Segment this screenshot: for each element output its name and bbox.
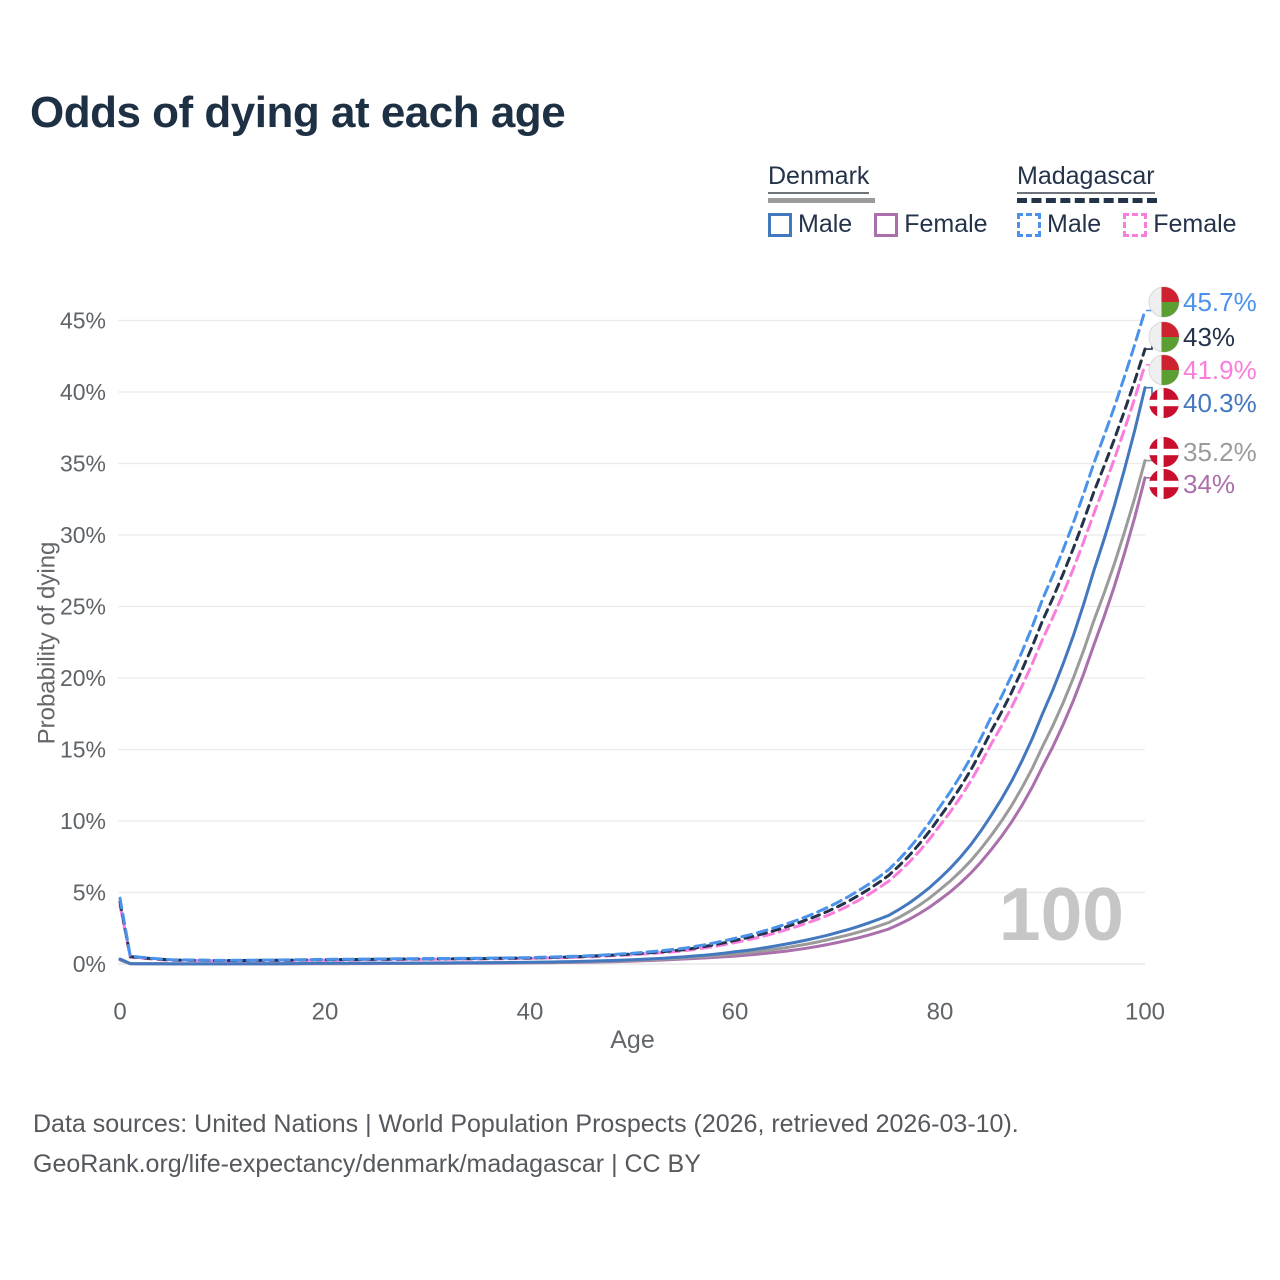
legend-item-denmark-male[interactable]: Male: [768, 210, 852, 239]
denmark-male-swatch-icon: [768, 212, 792, 237]
x-tick-100: 100: [1125, 999, 1165, 1026]
denmark-male-line[interactable]: [118, 386, 1147, 966]
y-tick-0: 0%: [73, 951, 106, 977]
denmark-female-end-label: 34%Denmark Female: [1146, 469, 1235, 499]
x-tick-20: 20: [312, 999, 339, 1026]
denmark-female-value-label: 34%: [1183, 469, 1235, 499]
madagascar-male-end-label: 45.7%Madagascar Male: [1146, 286, 1257, 318]
x-tick-60: 60: [722, 999, 749, 1026]
madagascar-both-line[interactable]: [118, 347, 1147, 963]
x-tick-80: 80: [927, 999, 954, 1026]
denmark-both-value-label: 35.2%: [1183, 437, 1257, 467]
madagascar-male-line[interactable]: [118, 309, 1147, 962]
madagascar-male-value-label: 45.7%: [1183, 287, 1257, 317]
x-tick-0: 0: [113, 999, 126, 1026]
denmark-both-line[interactable]: [118, 459, 1147, 966]
denmark-both-end-label: 35.2%Denmark Both: [1146, 437, 1257, 467]
y-tick-15: 15%: [60, 737, 106, 763]
y-axis-label: Probability of dying: [34, 542, 61, 745]
data-source-line: Data sources: United Nations | World Pop…: [33, 1110, 1019, 1138]
legend-label-madagascar-female: Female: [1153, 210, 1237, 238]
x-axis-label: Age: [610, 1026, 654, 1054]
y-tick-30: 30%: [60, 522, 106, 548]
madagascar-both-end-label: 43%Madagascar Both: [1146, 321, 1235, 353]
y-tick-40: 40%: [60, 379, 106, 405]
y-tick-35: 35%: [60, 451, 106, 477]
page-title: Odds of dying at each age: [30, 88, 566, 137]
denmark-both-line-swatch[interactable]: [768, 198, 875, 203]
age-annotation: 100: [999, 872, 1124, 956]
legend-group-denmark: Denmark Male Female: [768, 162, 988, 239]
madagascar-female-end-label: 41.9%Madagascar Female: [1146, 354, 1257, 386]
attribution-line: GeoRank.org/life-expectancy/denmark/mada…: [33, 1150, 701, 1178]
legend-item-madagascar-male[interactable]: Male: [1017, 210, 1101, 239]
legend-group-madagascar: Madagascar Male Female: [1017, 162, 1237, 239]
denmark-male-end-label: 40.3%Denmark Male: [1146, 386, 1257, 418]
legend-label-denmark-male: Male: [798, 210, 853, 238]
legend-item-madagascar-female[interactable]: Female: [1123, 210, 1237, 239]
madagascar-female-value-label: 41.9%: [1183, 355, 1257, 385]
y-tick-10: 10%: [60, 808, 106, 834]
legend-title-madagascar[interactable]: Madagascar: [1017, 162, 1155, 194]
legend-item-denmark-female[interactable]: Female: [874, 210, 988, 239]
y-tick-5: 5%: [73, 880, 106, 906]
madagascar-both-value-label: 43%: [1183, 322, 1235, 352]
madagascar-female-swatch-icon: [1123, 212, 1148, 237]
legend-label-madagascar-male: Male: [1047, 210, 1102, 238]
y-tick-45: 45%: [60, 308, 106, 334]
legend-label-denmark-female: Female: [904, 210, 988, 238]
denmark-female-line[interactable]: [118, 476, 1147, 966]
denmark-female-swatch-icon: [874, 212, 899, 237]
y-tick-20: 20%: [60, 665, 106, 691]
madagascar-both-line-swatch[interactable]: [1017, 198, 1157, 203]
denmark-male-value-label: 40.3%: [1183, 388, 1257, 418]
x-tick-40: 40: [517, 999, 544, 1026]
y-tick-25: 25%: [60, 594, 106, 620]
madagascar-female-line[interactable]: [118, 363, 1147, 963]
legend-title-denmark[interactable]: Denmark: [768, 162, 870, 194]
madagascar-male-swatch-icon: [1017, 212, 1041, 237]
